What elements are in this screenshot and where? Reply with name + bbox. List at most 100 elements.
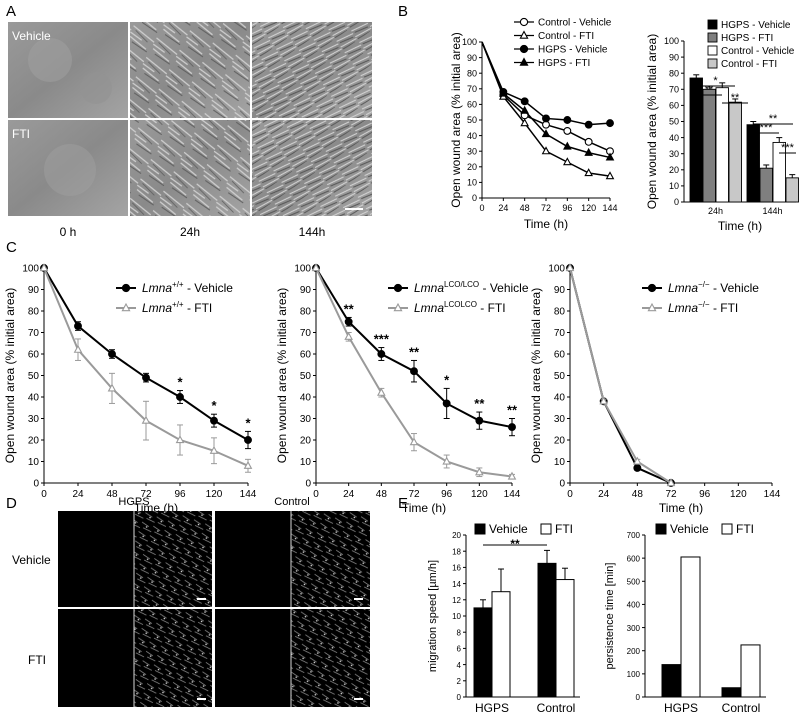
significance-label: **: [510, 537, 520, 551]
x-tick-label: 48: [376, 489, 388, 500]
y-tick-label: 50: [300, 371, 312, 382]
legend-label: Control - Vehicle: [721, 46, 795, 57]
x-tick-label: 24: [598, 489, 610, 500]
y-tick-label: 80: [300, 307, 312, 318]
x-tick-label: 72: [408, 489, 420, 500]
bar: [759, 167, 773, 203]
y-tick-label: 10: [300, 457, 312, 468]
y-tick-label: 0: [305, 479, 311, 490]
y-tick-label: 700: [627, 531, 641, 540]
legend-swatch: [655, 523, 667, 535]
y-tick-label: 50: [467, 115, 477, 125]
significance-label: **: [769, 113, 778, 125]
y-tick-label: 20: [669, 165, 679, 175]
legend-gene: Lmna: [414, 301, 444, 315]
significance-star: **: [409, 344, 420, 359]
legend-swatch: [707, 19, 718, 30]
y-tick-label: 30: [554, 414, 566, 425]
fluorescence-control-vehicle: [215, 511, 370, 607]
x-tick-label: 24: [72, 489, 84, 500]
legend-marker: [647, 283, 657, 293]
micrograph-fti-0h: [8, 120, 128, 216]
significance-star: *: [211, 398, 217, 413]
x-axis-label: Time (h): [718, 219, 762, 233]
legend-treatment: - Vehicle: [479, 281, 529, 295]
data-point: [599, 396, 608, 405]
category-label: HGPS: [475, 701, 509, 715]
data-point: [563, 141, 572, 150]
bar: [473, 607, 493, 698]
data-point: [142, 373, 150, 382]
bar: [537, 562, 557, 698]
y-tick-label: 0: [33, 479, 39, 490]
legend-label: HGPS - Vehicle: [538, 45, 608, 56]
legend-gene: Lmna: [414, 281, 444, 295]
y-tick-label: 100: [664, 36, 679, 46]
y-tick-label: 0: [636, 693, 641, 702]
y-tick-label: 100: [548, 264, 565, 275]
data-point: [244, 436, 252, 444]
legend-swatch: [721, 523, 733, 535]
data-point: [442, 399, 451, 408]
micrograph-fti-24h: [130, 120, 250, 216]
y-tick-label: 40: [467, 131, 477, 141]
bar: [491, 591, 511, 698]
y-tick-label: 100: [294, 264, 311, 275]
panel-label-b: B: [398, 3, 408, 20]
data-point: [475, 416, 484, 425]
panel-label-a: A: [6, 3, 16, 20]
legend-label: Control - FTI: [538, 31, 594, 42]
y-tick-label: 0: [674, 197, 679, 207]
x-tick-label: 120: [730, 489, 747, 500]
bar: [680, 556, 701, 698]
data-point: [541, 146, 551, 155]
y-tick-label: 50: [28, 371, 40, 382]
y-tick-label: 70: [554, 328, 566, 339]
y-tick-label: 10: [669, 181, 679, 191]
chart-b-bar: 0 10 20 30 40 50 60 70 80 90 100 Time (h) Open wound…: [645, 19, 799, 233]
legend-marker: [519, 17, 529, 27]
data-point: [520, 118, 529, 127]
significance-label: ***: [781, 142, 795, 154]
data-point: [210, 416, 218, 425]
y-tick-label: 90: [467, 53, 477, 63]
series-line-0: [569, 267, 672, 484]
x-tick-label: 144: [504, 489, 521, 500]
y-tick-label: 0: [472, 193, 477, 203]
y-tick-label: 20: [28, 436, 40, 447]
y-tick-label: 80: [28, 307, 40, 318]
data-point: [606, 119, 614, 128]
legend-gene: Lmna: [668, 301, 698, 315]
legend-genotype: +/+: [172, 280, 184, 289]
y-tick-label: 40: [669, 133, 679, 143]
data-point: [520, 105, 529, 114]
legend-gene: Lmna: [668, 281, 698, 295]
data-point: [563, 157, 572, 166]
significance-star: **: [507, 403, 518, 418]
x-tick-label: 144: [602, 203, 617, 213]
significance-star: **: [344, 301, 355, 316]
data-point: [344, 317, 353, 326]
legend-marker: [121, 283, 131, 293]
data-point: [39, 263, 49, 272]
legend-label: FTI: [736, 522, 754, 536]
x-tick-label: 72: [665, 489, 677, 500]
data-point: [633, 464, 642, 472]
y-tick-label: 100: [22, 264, 39, 275]
x-axis-label: Time (h): [524, 217, 568, 231]
legend-marker: [393, 302, 403, 312]
chart-b-line: 0 10 20 30 40 50 60 70 80 90 100 0 24 48 72 96 120 144 Tim…: [449, 18, 618, 232]
x-tick-label: 144: [764, 489, 781, 500]
y-tick-label: 70: [467, 84, 477, 94]
panel-label-c: C: [6, 239, 17, 256]
data-point: [605, 152, 615, 161]
legend-label: Vehicle: [670, 522, 709, 536]
bar: [715, 87, 729, 203]
column-label-24h: 24h: [180, 225, 200, 239]
significance-label: ***: [760, 122, 774, 134]
legend-marker: [519, 57, 529, 66]
legend-genotype: −/−: [698, 280, 710, 289]
data-point: [311, 263, 321, 272]
y-tick-label: 10: [554, 457, 566, 468]
